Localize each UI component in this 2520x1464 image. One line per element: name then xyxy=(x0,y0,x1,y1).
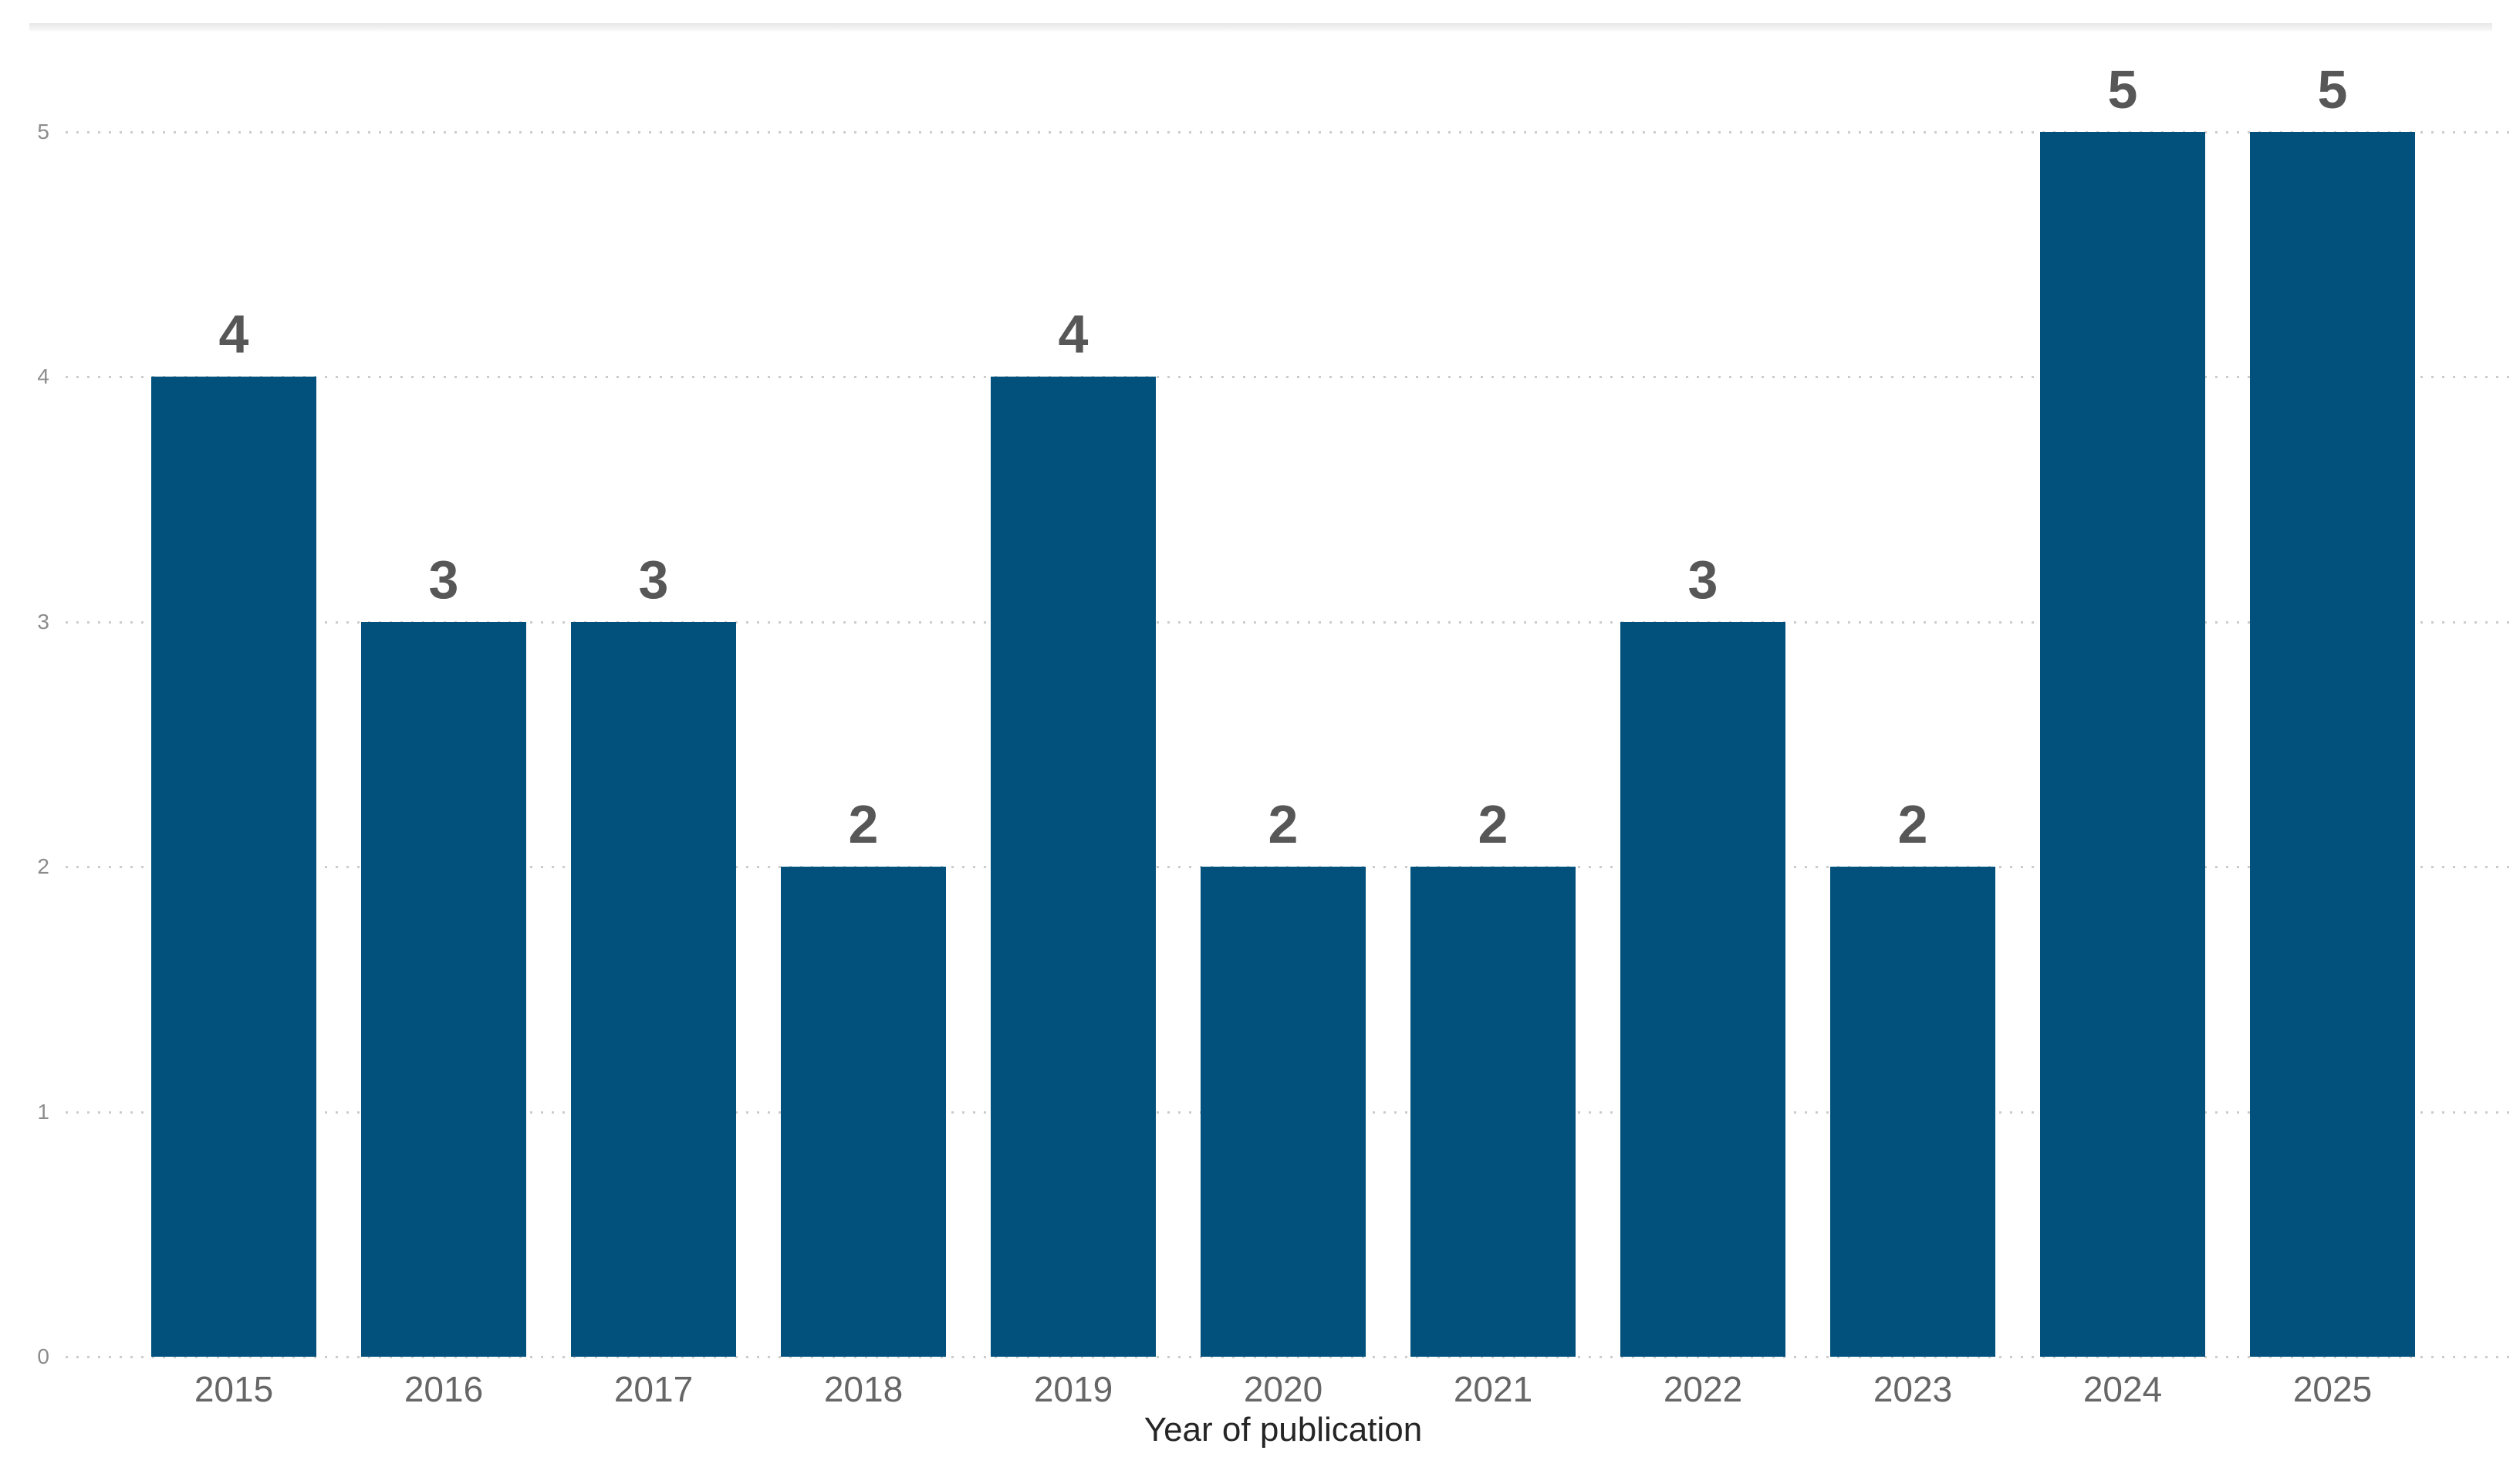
bar-2020[interactable] xyxy=(1201,867,1366,1357)
x-tick-label-2016: 2016 xyxy=(404,1369,484,1409)
gridline-y-3 xyxy=(66,620,2512,624)
y-tick-label-2: 2 xyxy=(37,854,49,879)
y-tick-label-5: 5 xyxy=(37,120,49,144)
y-tick-label-4: 4 xyxy=(37,364,49,389)
bar-2025[interactable] xyxy=(2250,132,2415,1357)
bar-2022[interactable] xyxy=(1620,621,1785,1357)
data-label-2022: 3 xyxy=(1687,549,1718,610)
x-tick-label-2017: 2017 xyxy=(613,1369,694,1409)
y-tick-label-0: 0 xyxy=(37,1344,49,1368)
y-tick-label-1: 1 xyxy=(37,1099,49,1124)
x-tick-label-2020: 2020 xyxy=(1243,1369,1323,1409)
gridline-y-5 xyxy=(66,131,2512,134)
bar-2019[interactable] xyxy=(991,377,1156,1357)
gridline-y-0 xyxy=(66,1356,2512,1358)
data-label-2019: 4 xyxy=(1058,304,1089,365)
x-tick-label-2023: 2023 xyxy=(1873,1369,1953,1409)
bar-2024[interactable] xyxy=(2040,132,2205,1357)
data-label-2018: 2 xyxy=(848,794,879,855)
data-label-2021: 2 xyxy=(1478,794,1508,855)
x-tick-label-2021: 2021 xyxy=(1453,1369,1533,1409)
bar-2015[interactable] xyxy=(151,377,316,1357)
data-label-2023: 2 xyxy=(1897,794,1928,855)
y-tick-label-3: 3 xyxy=(37,609,49,634)
x-tick-label-2022: 2022 xyxy=(1663,1369,1743,1409)
bar-2021[interactable] xyxy=(1410,867,1576,1357)
data-label-2020: 2 xyxy=(1268,794,1299,855)
x-tick-label-2018: 2018 xyxy=(823,1369,904,1409)
x-tick-label-2025: 2025 xyxy=(2292,1369,2373,1409)
x-tick-label-2019: 2019 xyxy=(1033,1369,1113,1409)
data-label-2017: 3 xyxy=(638,549,669,610)
gridline-y-4 xyxy=(66,376,2512,379)
bar-2018[interactable] xyxy=(781,867,946,1357)
data-label-2015: 4 xyxy=(218,304,249,365)
bar-2023[interactable] xyxy=(1830,867,1995,1357)
top-divider-shadow xyxy=(29,23,2492,32)
bar-2016[interactable] xyxy=(361,621,526,1357)
x-axis-title: Year of publication xyxy=(1143,1411,1423,1449)
x-tick-label-2024: 2024 xyxy=(2083,1369,2163,1409)
data-label-2024: 5 xyxy=(2107,59,2138,120)
x-tick-label-2015: 2015 xyxy=(194,1369,274,1409)
bar-2017[interactable] xyxy=(571,621,736,1357)
data-label-2016: 3 xyxy=(428,549,459,610)
data-label-2025: 5 xyxy=(2317,59,2348,120)
